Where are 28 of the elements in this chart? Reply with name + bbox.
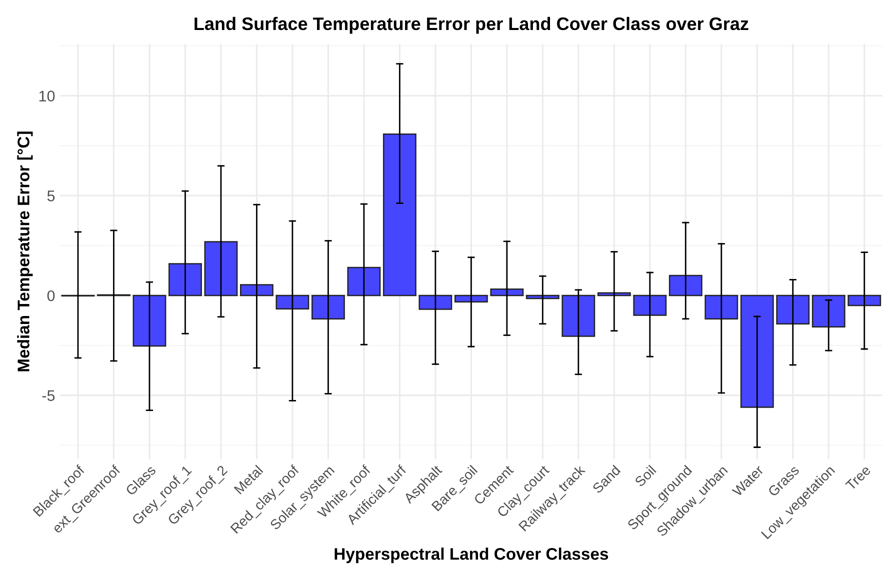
bar [633, 294, 667, 316]
bar [347, 266, 381, 296]
x-axis-title: Hyperspectral Land Cover Classes [334, 548, 608, 564]
y-axis-title: Median Temperature Error [°C] [17, 132, 33, 372]
bar [704, 294, 738, 320]
bar [382, 134, 416, 296]
bar [740, 294, 774, 408]
y-tick-label: 10 [39, 90, 55, 102]
bar [776, 294, 810, 324]
bar [418, 294, 452, 310]
bar [526, 294, 560, 300]
x-tick-label: Tree [845, 464, 872, 491]
bar [490, 288, 524, 296]
bar [132, 294, 166, 347]
bar [240, 284, 274, 296]
bar [454, 294, 488, 302]
bar [812, 294, 846, 328]
bar [204, 241, 238, 296]
bar [848, 294, 882, 306]
bar [311, 294, 345, 320]
bar [562, 294, 596, 337]
chart-title: Land Surface Temperature Error per Land Cover Class over Graz [194, 16, 748, 34]
bar [168, 263, 202, 296]
y-tick-label: 0 [47, 290, 55, 302]
bar [276, 294, 310, 310]
bar [668, 274, 702, 296]
y-tick-label: -5 [42, 390, 55, 402]
y-tick-label: 5 [47, 190, 55, 202]
